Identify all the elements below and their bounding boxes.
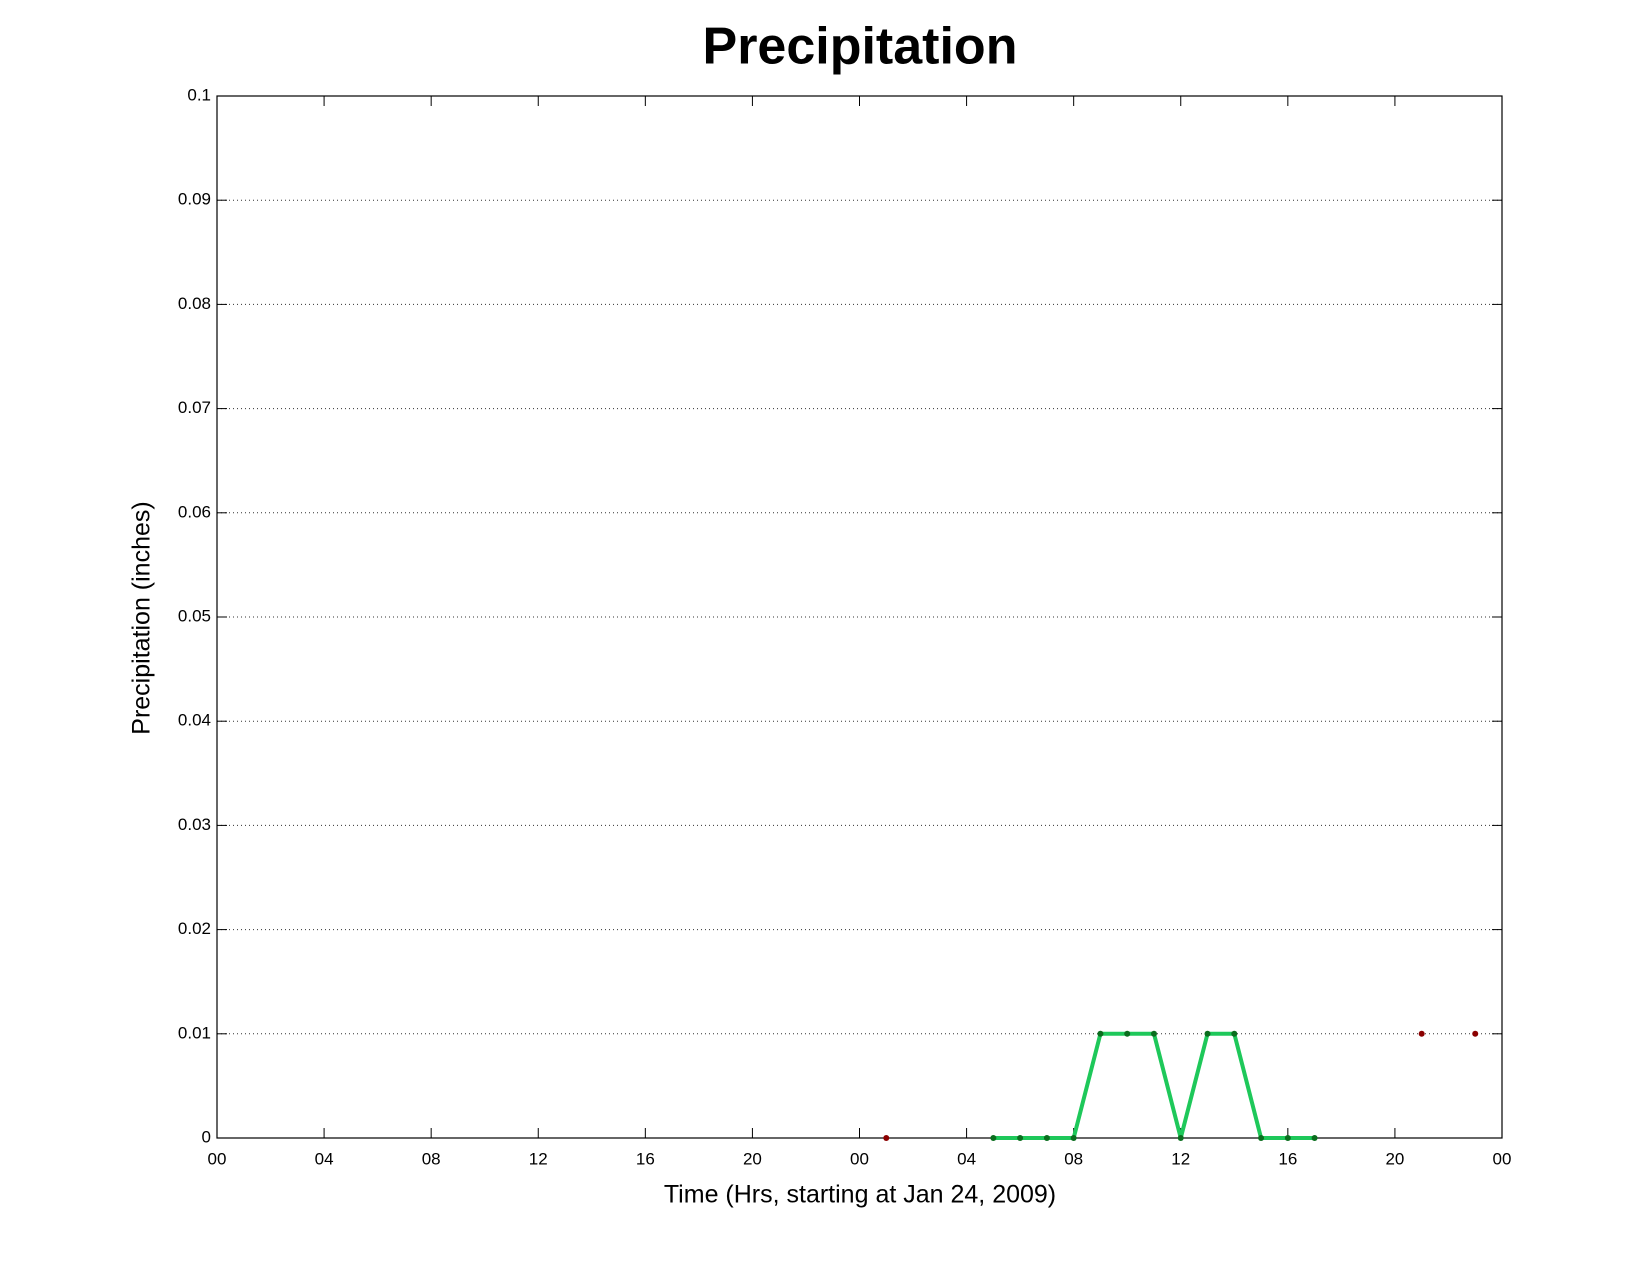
x-tick-label: 16: [636, 1149, 655, 1168]
y-tick-label: 0.02: [178, 919, 211, 938]
x-tick-label: 00: [1493, 1149, 1512, 1168]
data-point: [1177, 1135, 1184, 1141]
series-line: [993, 1031, 1315, 1140]
data-point: [1017, 1135, 1024, 1141]
x-tick-label: 12: [1171, 1149, 1190, 1168]
y-tick-label: 0.06: [178, 502, 211, 521]
y-axis-label: Precipitation (inches): [128, 501, 156, 734]
y-tick-label: 0.1: [187, 85, 211, 104]
x-tick-label: 00: [850, 1149, 869, 1168]
x-tick-label: 12: [529, 1149, 548, 1168]
data-point: [1043, 1135, 1050, 1141]
y-tick-label: 0: [202, 1127, 211, 1146]
data-point: [1231, 1030, 1238, 1037]
x-tick-label: 04: [315, 1149, 334, 1168]
y-tick-label: 0.01: [178, 1023, 211, 1042]
x-tick-label: 04: [957, 1149, 976, 1168]
x-tick-label: 08: [1064, 1149, 1083, 1168]
data-point: [1124, 1030, 1131, 1037]
data-point: [1311, 1135, 1318, 1141]
plot-frame: [216, 95, 1503, 1139]
data-point: [1472, 1030, 1479, 1037]
data-point: [990, 1135, 997, 1141]
data-point: [883, 1135, 890, 1141]
x-tick-label: 08: [422, 1149, 441, 1168]
data-point: [1284, 1135, 1291, 1141]
data-point: [1150, 1030, 1157, 1037]
data-point: [1204, 1030, 1211, 1037]
x-tick-label: 16: [1278, 1149, 1297, 1168]
x-tick-label: 00: [208, 1149, 227, 1168]
y-tick-label: 0.07: [178, 398, 211, 417]
y-tick-label: 0.08: [178, 294, 211, 313]
y-tick-label: 0.05: [178, 606, 211, 625]
y-tick-label: 0.04: [178, 711, 211, 730]
data-point: [1258, 1135, 1265, 1141]
x-axis-label: Time (Hrs, starting at Jan 24, 2009): [664, 1181, 1056, 1209]
data-point: [1070, 1135, 1077, 1141]
chart-title: Precipitation: [703, 18, 1018, 76]
y-tick-label: 0.09: [178, 190, 211, 209]
x-tick-label: 20: [1385, 1149, 1404, 1168]
data-point: [1097, 1030, 1104, 1037]
data-point: [1418, 1030, 1425, 1037]
x-tick-label: 20: [743, 1149, 762, 1168]
y-tick-label: 0.03: [178, 815, 211, 834]
